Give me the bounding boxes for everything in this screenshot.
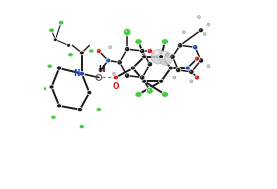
Circle shape <box>109 46 112 49</box>
Circle shape <box>165 53 168 56</box>
Ellipse shape <box>185 66 190 70</box>
Ellipse shape <box>47 64 52 68</box>
Circle shape <box>140 75 145 80</box>
Circle shape <box>179 44 180 46</box>
Circle shape <box>198 15 201 19</box>
Ellipse shape <box>161 92 168 97</box>
Circle shape <box>196 76 197 78</box>
Circle shape <box>182 31 185 34</box>
Circle shape <box>148 89 150 91</box>
Ellipse shape <box>162 52 166 56</box>
Circle shape <box>118 61 120 63</box>
Circle shape <box>126 48 127 49</box>
Circle shape <box>107 59 108 61</box>
Circle shape <box>125 46 130 52</box>
Circle shape <box>203 33 206 36</box>
Ellipse shape <box>87 91 92 95</box>
Text: O: O <box>113 82 119 91</box>
Circle shape <box>195 75 199 80</box>
Circle shape <box>96 49 101 53</box>
Ellipse shape <box>160 52 172 65</box>
Circle shape <box>207 65 210 68</box>
Ellipse shape <box>154 50 159 55</box>
Circle shape <box>199 59 201 61</box>
Ellipse shape <box>68 53 73 57</box>
Circle shape <box>189 69 194 74</box>
Ellipse shape <box>79 125 84 129</box>
Circle shape <box>176 67 181 73</box>
Circle shape <box>195 56 199 61</box>
Circle shape <box>126 74 127 76</box>
Ellipse shape <box>51 115 56 119</box>
Circle shape <box>98 50 99 51</box>
Ellipse shape <box>41 87 47 91</box>
Circle shape <box>106 58 111 63</box>
Circle shape <box>147 87 153 94</box>
Circle shape <box>123 28 131 36</box>
Circle shape <box>173 76 176 79</box>
Circle shape <box>125 73 130 78</box>
Ellipse shape <box>130 66 135 70</box>
Circle shape <box>147 48 152 54</box>
Ellipse shape <box>135 92 142 97</box>
Ellipse shape <box>168 66 173 70</box>
Circle shape <box>99 69 101 70</box>
Circle shape <box>112 72 116 75</box>
Ellipse shape <box>135 39 142 44</box>
Circle shape <box>117 60 122 65</box>
Text: N: N <box>73 69 80 78</box>
Circle shape <box>147 62 152 67</box>
Circle shape <box>198 28 203 33</box>
Ellipse shape <box>49 28 54 33</box>
Circle shape <box>98 67 103 72</box>
Circle shape <box>190 80 193 83</box>
Ellipse shape <box>96 108 101 112</box>
Circle shape <box>177 68 178 70</box>
Circle shape <box>193 45 198 50</box>
Circle shape <box>141 50 142 51</box>
Text: H: H <box>98 65 104 74</box>
Circle shape <box>141 76 142 78</box>
Circle shape <box>194 46 195 47</box>
Circle shape <box>67 43 70 47</box>
Circle shape <box>190 70 192 72</box>
Circle shape <box>178 43 183 48</box>
Ellipse shape <box>57 104 61 108</box>
Ellipse shape <box>159 79 164 83</box>
Ellipse shape <box>151 50 166 64</box>
Circle shape <box>140 48 145 54</box>
Circle shape <box>196 57 197 59</box>
Circle shape <box>199 29 201 30</box>
Ellipse shape <box>79 51 84 55</box>
Ellipse shape <box>159 55 164 59</box>
Circle shape <box>170 54 175 59</box>
Circle shape <box>207 23 210 26</box>
Circle shape <box>148 50 150 51</box>
Circle shape <box>125 30 127 32</box>
Circle shape <box>198 58 204 63</box>
Ellipse shape <box>58 20 64 25</box>
Ellipse shape <box>79 71 85 76</box>
Ellipse shape <box>57 66 61 70</box>
Circle shape <box>148 63 150 64</box>
Ellipse shape <box>89 49 94 53</box>
Ellipse shape <box>142 79 147 83</box>
Circle shape <box>171 55 173 57</box>
Ellipse shape <box>113 75 119 80</box>
Ellipse shape <box>142 55 147 59</box>
Circle shape <box>53 38 57 42</box>
Ellipse shape <box>161 39 168 44</box>
Ellipse shape <box>78 108 82 112</box>
Ellipse shape <box>49 85 54 89</box>
